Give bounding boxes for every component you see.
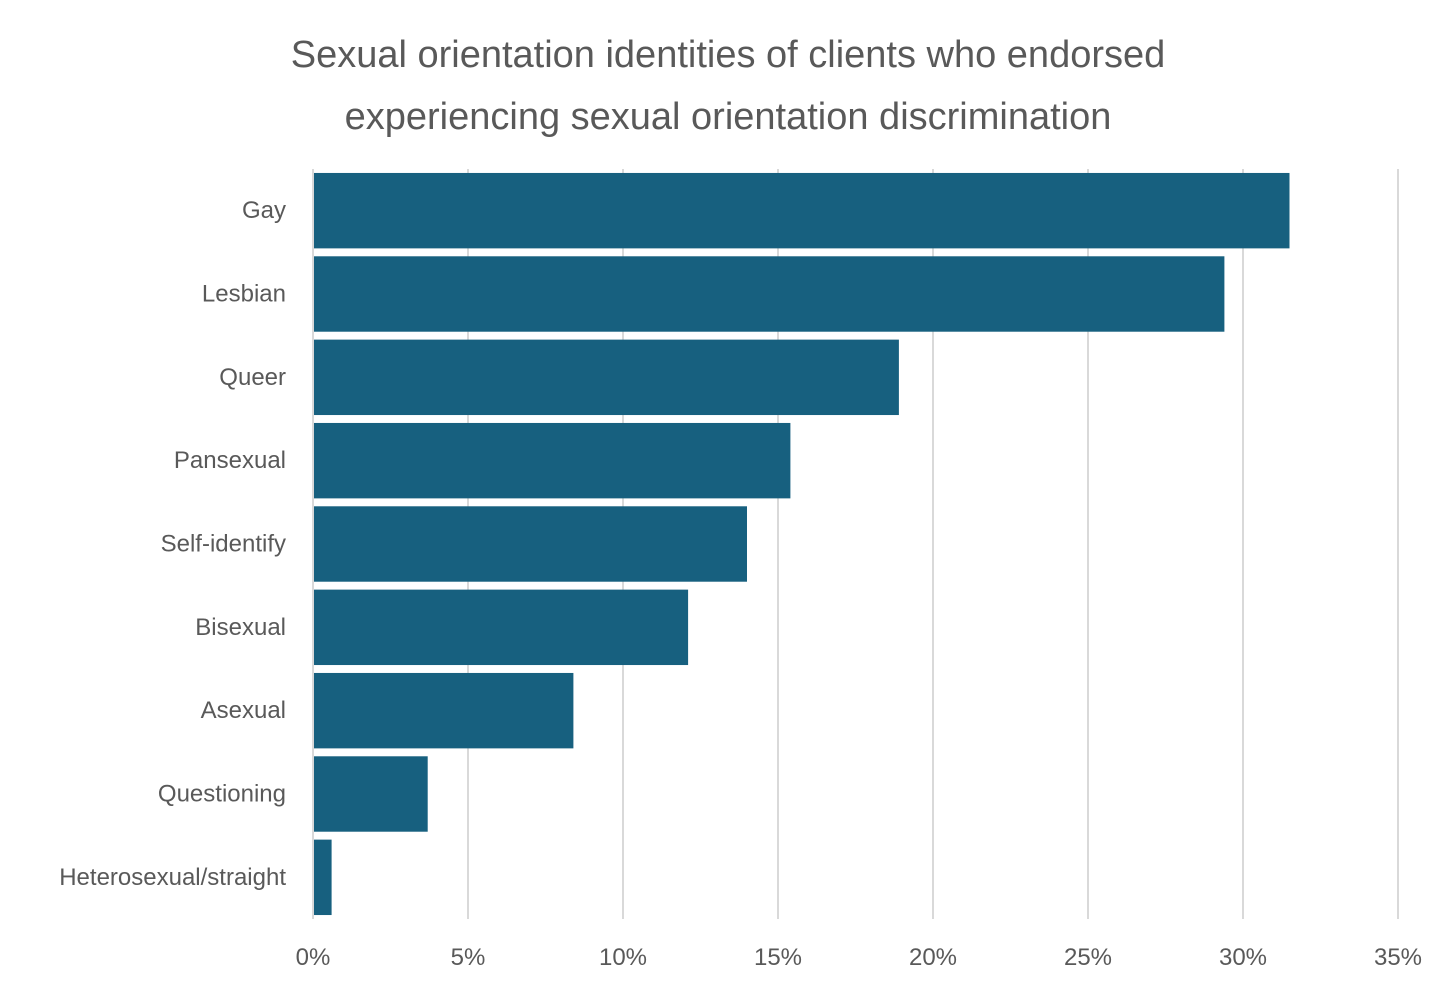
bar	[314, 339, 899, 416]
x-axis-tick-labels: 0% 5% 10% 15% 20% 25% 30% 35%	[296, 944, 1422, 971]
x-tick-label: 35%	[1374, 944, 1422, 971]
bar	[314, 589, 689, 666]
x-tick-label: 15%	[754, 944, 802, 971]
category-label: Questioning	[158, 781, 286, 808]
x-tick-label: 10%	[599, 944, 647, 971]
bar	[314, 422, 791, 499]
bar	[314, 256, 1225, 332]
chart-title: Sexual orientation identities of clients…	[0, 24, 1450, 148]
bar	[314, 672, 574, 749]
bars	[314, 172, 1290, 916]
category-label: Heterosexual/straight	[59, 864, 286, 891]
category-label: Lesbian	[202, 281, 286, 308]
x-tick-label: 0%	[296, 944, 331, 971]
x-tick-label: 30%	[1219, 944, 1267, 971]
chart-title-line-2: experiencing sexual orientation discrimi…	[344, 96, 1112, 138]
bar	[314, 172, 1290, 249]
bar	[314, 506, 747, 582]
category-label: Queer	[219, 364, 286, 391]
x-tick-label: 5%	[451, 944, 486, 971]
bar	[314, 756, 428, 832]
category-label: Gay	[242, 197, 286, 224]
category-label: Asexual	[201, 697, 286, 724]
category-label: Self-identify	[161, 531, 286, 558]
x-tick-label: 25%	[1064, 944, 1112, 971]
chart-title-line-1: Sexual orientation identities of clients…	[290, 34, 1166, 76]
bar	[314, 839, 332, 916]
category-labels: Gay Lesbian Queer Pansexual Self-identify Bis…	[59, 197, 286, 891]
category-label: Bisexual	[195, 614, 286, 641]
category-label: Pansexual	[174, 447, 286, 474]
x-tick-label: 20%	[909, 944, 957, 971]
